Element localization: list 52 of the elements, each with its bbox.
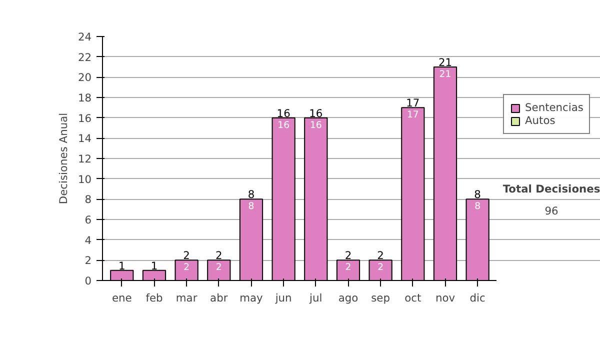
y-tick-label: 16 (78, 112, 92, 125)
y-tick-label: 2 (84, 254, 92, 268)
total-label: 2 (183, 249, 190, 262)
x-tick-label: mar (176, 292, 198, 304)
total-label: 2 (377, 249, 384, 262)
y-tick-label: 6 (84, 214, 92, 226)
data-label: 8 (474, 201, 481, 212)
total-label: 1 (150, 259, 158, 272)
x-tick-label: ago (338, 292, 358, 304)
data-label: 2 (378, 262, 384, 274)
x-tick-label: jun (274, 292, 292, 304)
total-label: 16 (309, 106, 323, 120)
y-tick-label: 22 (78, 50, 92, 64)
x-tick-label: feb (146, 292, 164, 304)
data-label: 2 (345, 262, 352, 274)
x-tick-label: abr (210, 292, 228, 304)
total-label: 8 (248, 188, 255, 202)
data-label: 16 (310, 120, 322, 131)
text: Total Decisiones (502, 182, 600, 196)
y-tick-label: 18 (78, 92, 92, 104)
data-label: 8 (248, 201, 254, 212)
y-axis-title: Decisiones Anual (56, 112, 70, 204)
total-label: 17 (406, 96, 420, 110)
x-tick-label: ene (112, 292, 132, 304)
y-tick-label: 14 (78, 132, 92, 146)
total-label: 21 (438, 56, 452, 69)
data-label: 17 (406, 110, 419, 121)
y-tick-label: 8 (84, 193, 92, 206)
x-tick-label: oct (404, 292, 422, 304)
y-tick-label: 12 (78, 152, 92, 166)
x-tick-label: may (240, 292, 263, 304)
total-label: 16 (276, 106, 291, 120)
y-tick-label: 0 (84, 274, 92, 288)
y-tick-label: 4 (84, 234, 92, 247)
total-label: 2 (216, 249, 222, 262)
total-label: 8 (474, 188, 482, 202)
y-tick-label: 20 (78, 71, 92, 84)
x-tick-label: jul (308, 292, 322, 304)
data-label: 21 (439, 69, 452, 80)
x-tick-label: sep (371, 292, 390, 304)
data-label: 16 (278, 120, 290, 131)
total-label: 2 (344, 249, 352, 262)
data-label: 2 (216, 262, 222, 274)
legend-label: Autos (525, 114, 556, 127)
x-tick-label: dic (470, 292, 486, 304)
data-label: 2 (184, 262, 190, 274)
y-tick-label: 24 (78, 30, 92, 44)
total-label: 1 (118, 259, 126, 272)
legend-label: Sentencias (525, 101, 584, 114)
x-tick-label: nov (435, 292, 456, 304)
y-tick-label: 10 (78, 172, 92, 186)
text: 96 (544, 204, 558, 218)
